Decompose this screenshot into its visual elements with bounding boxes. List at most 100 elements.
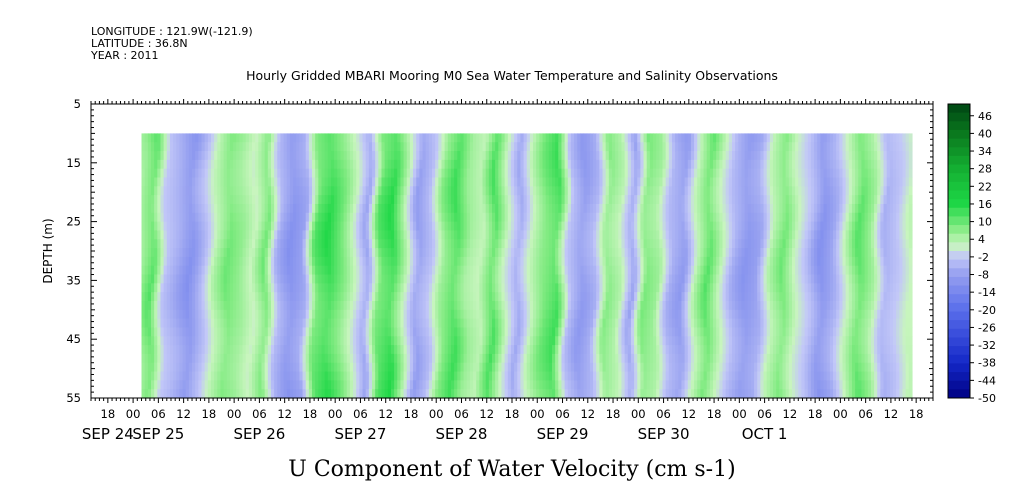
heatmap-cell xyxy=(330,159,335,170)
heatmap-cell xyxy=(166,362,171,373)
heatmap-cell xyxy=(293,292,297,302)
heatmap-cell xyxy=(330,345,335,355)
heatmap-cell xyxy=(406,309,411,320)
heatmap-cell xyxy=(476,177,480,187)
heatmap-cell xyxy=(220,203,225,214)
heatmap-cell xyxy=(362,212,367,223)
heatmap-cell xyxy=(514,186,518,196)
heatmap-cell xyxy=(653,336,657,346)
heatmap-cell xyxy=(318,248,323,258)
heatmap-cell xyxy=(514,362,518,373)
heatmap-cell xyxy=(574,203,578,214)
heatmap-cell xyxy=(545,274,550,284)
heatmap-cell xyxy=(207,309,212,320)
heatmap-cell xyxy=(346,318,351,329)
heatmap-cell xyxy=(533,353,537,364)
heatmap-cell xyxy=(438,151,443,161)
heatmap-cell xyxy=(286,256,291,267)
heatmap-cell xyxy=(520,230,525,240)
heatmap-cell xyxy=(416,256,420,267)
heatmap-cell xyxy=(624,336,629,346)
heatmap-cell xyxy=(302,345,307,355)
heatmap-cell xyxy=(583,318,588,329)
heatmap-cell xyxy=(226,186,231,196)
heatmap-cell xyxy=(324,221,329,232)
heatmap-cell xyxy=(469,309,474,320)
heatmap-cell xyxy=(479,142,484,152)
heatmap-cell xyxy=(353,300,357,311)
heatmap-cell xyxy=(150,151,155,161)
heatmap-cell xyxy=(545,159,550,170)
heatmap-cell xyxy=(210,318,215,329)
heatmap-cell xyxy=(536,168,540,179)
heatmap-cell xyxy=(492,203,496,214)
heatmap-cell xyxy=(248,345,253,355)
heatmap-cell xyxy=(596,203,600,214)
heatmap-cell xyxy=(608,248,613,258)
heatmap-cell xyxy=(397,221,402,232)
heatmap-cell xyxy=(482,203,487,214)
heatmap-cell xyxy=(378,230,383,240)
heatmap-cell xyxy=(274,345,278,355)
heatmap-cell xyxy=(523,371,528,381)
heatmap-cell xyxy=(321,221,326,232)
heatmap-cell xyxy=(416,292,420,302)
heatmap-cell xyxy=(615,239,619,249)
heatmap-cell xyxy=(649,221,654,232)
heatmap-cell xyxy=(428,168,433,179)
heatmap-cell xyxy=(210,256,215,267)
heatmap-cell xyxy=(362,353,367,364)
heatmap-cell xyxy=(359,265,364,276)
heatmap-cell xyxy=(334,133,338,143)
heatmap-cell xyxy=(157,248,162,258)
heatmap-cell xyxy=(299,274,304,284)
heatmap-cell xyxy=(179,248,184,258)
heatmap-cell xyxy=(536,203,540,214)
heatmap-cell xyxy=(466,353,471,364)
heatmap-cell xyxy=(564,292,569,302)
heatmap-cell xyxy=(214,256,218,267)
heatmap-cell xyxy=(457,168,462,179)
heatmap-cell xyxy=(293,300,297,311)
heatmap-cell xyxy=(321,265,326,276)
heatmap-cell xyxy=(330,353,335,364)
heatmap-cell xyxy=(476,133,480,143)
heatmap-cell xyxy=(258,327,263,337)
heatmap-cell xyxy=(289,186,294,196)
heatmap-cell xyxy=(400,177,405,187)
heatmap-cell xyxy=(289,380,294,390)
heatmap-cell xyxy=(179,221,184,232)
heatmap-cell xyxy=(630,371,635,381)
heatmap-cell xyxy=(659,274,664,284)
heatmap-cell xyxy=(356,133,360,143)
heatmap-cell xyxy=(492,292,496,302)
heatmap-cell xyxy=(605,380,610,390)
heatmap-cell xyxy=(634,159,638,170)
heatmap-cell xyxy=(330,212,335,223)
heatmap-cell xyxy=(321,345,326,355)
heatmap-cell xyxy=(659,186,664,196)
heatmap-cell xyxy=(141,345,146,355)
heatmap-cell xyxy=(558,212,563,223)
heatmap-cell xyxy=(359,362,364,373)
heatmap-cell xyxy=(305,151,310,161)
heatmap-cell xyxy=(384,230,389,240)
heatmap-cell xyxy=(533,362,537,373)
heatmap-cell xyxy=(362,300,367,311)
heatmap-cell xyxy=(454,265,458,276)
heatmap-cell xyxy=(542,177,547,187)
heatmap-cell xyxy=(653,195,657,205)
heatmap-cell xyxy=(255,362,259,373)
heatmap-cell xyxy=(378,283,383,293)
heatmap-cell xyxy=(343,159,348,170)
heatmap-cell xyxy=(618,151,623,161)
heatmap-cell xyxy=(157,168,162,179)
heatmap-cell xyxy=(634,265,638,276)
heatmap-cell xyxy=(239,239,244,249)
heatmap-cell xyxy=(637,309,642,320)
heatmap-cell xyxy=(447,248,452,258)
heatmap-cell xyxy=(403,292,408,302)
heatmap-cell xyxy=(485,353,490,364)
heatmap-cell xyxy=(204,265,209,276)
